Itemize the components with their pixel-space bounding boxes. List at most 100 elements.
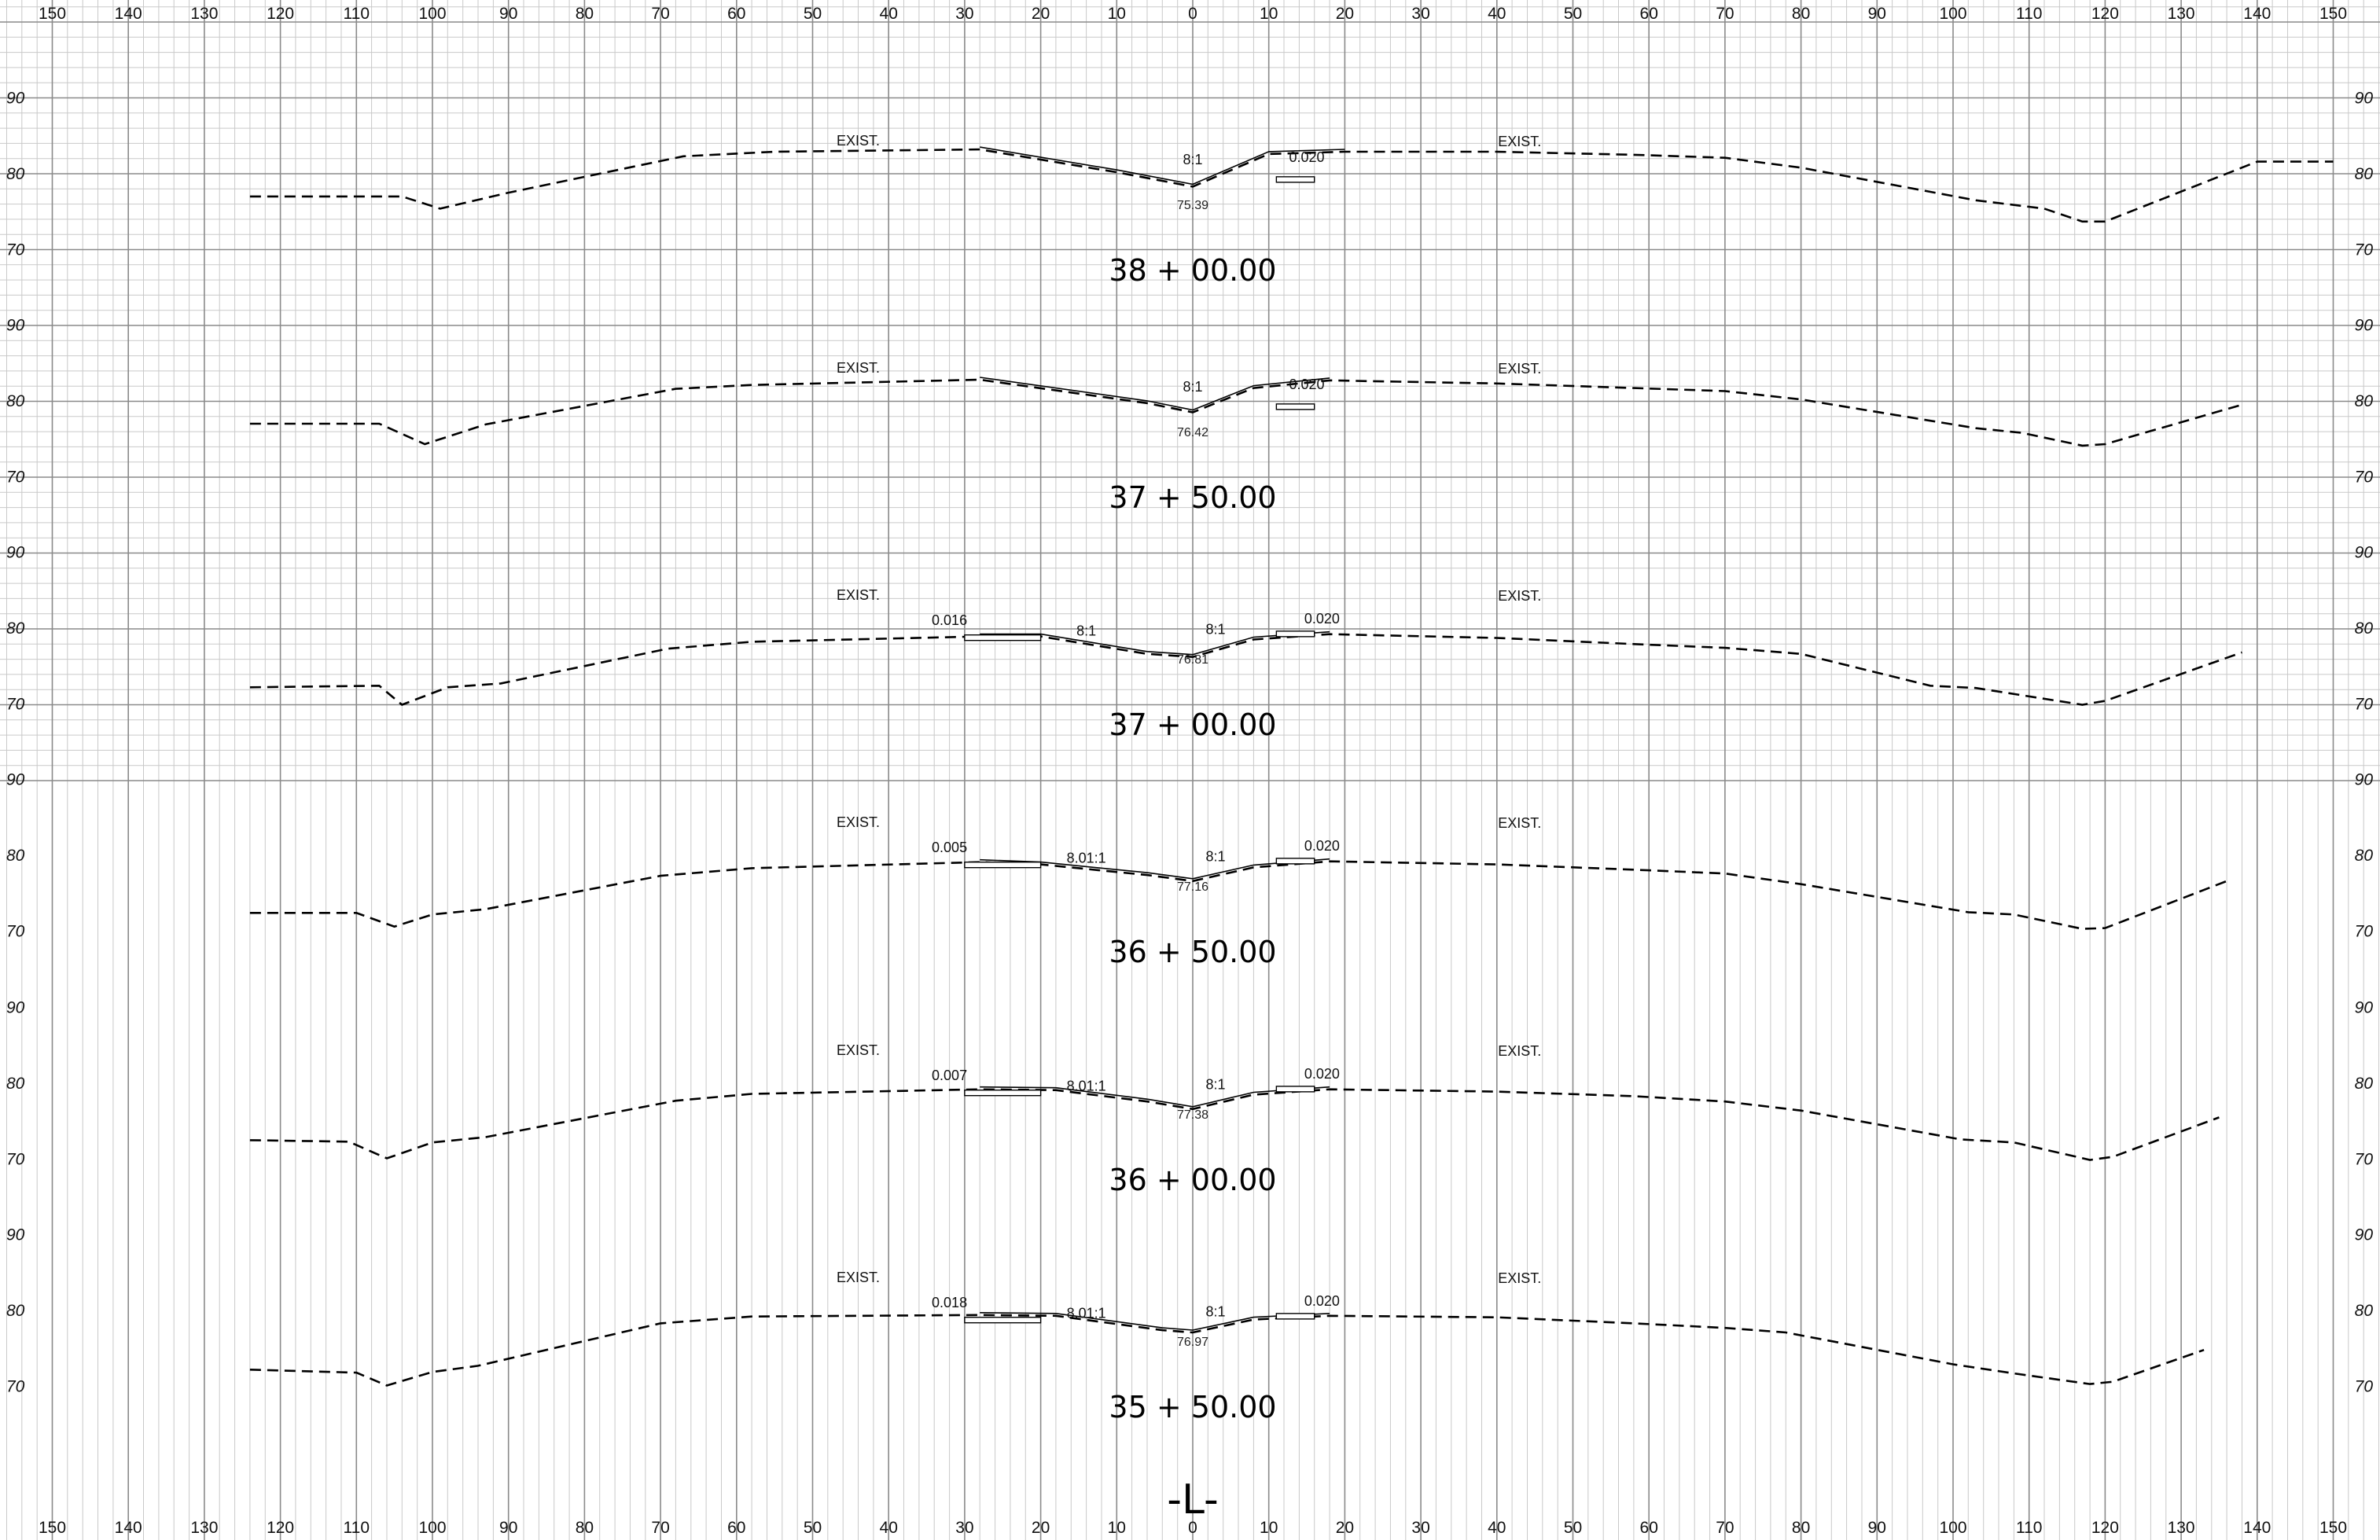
pavement-right (1275, 858, 1315, 865)
existing-ground-line (249, 633, 2242, 706)
offset-tick-label: 80 (576, 1519, 594, 1537)
offset-tick-label: 60 (727, 1519, 745, 1537)
pavement-right (1275, 1086, 1315, 1093)
exist-label: EXIST. (1498, 1043, 1541, 1059)
existing-ground-line (249, 1314, 2205, 1387)
existing-ground-line (249, 378, 2242, 447)
elevation-tick-label: 90 (6, 317, 25, 335)
offset-tick-label: 70 (651, 1519, 669, 1537)
side-slope-label: 8.01:1 (1067, 851, 1106, 866)
side-slope-label: 8:1 (1076, 623, 1096, 639)
offset-tick-label: 100 (1939, 5, 1966, 23)
offset-tick-label: 40 (1488, 5, 1506, 23)
offset-tick-label: 10 (1260, 1519, 1278, 1537)
exist-label: EXIST. (1498, 134, 1541, 149)
elevation-scale-right: 90 80 70 90 80 70 90 80 70 90 80 70 90 80 70 90 80 70 (2355, 90, 2374, 1396)
offset-tick-label: 10 (1108, 5, 1126, 23)
cross-section: EXIST. EXIST. 8:1 0.020 75.39 38 + 00.00 (249, 133, 2334, 288)
alignment-label: -L- (1167, 1476, 1219, 1523)
proposed-grade-line (980, 630, 1330, 656)
elevation-tick-label: 70 (2355, 1378, 2374, 1396)
offset-tick-label: 0 (1188, 5, 1197, 23)
offset-tick-label: 40 (880, 1519, 898, 1537)
elevation-tick-label: 80 (6, 619, 25, 638)
existing-ground-line (249, 1088, 2220, 1161)
offset-tick-label: 140 (2243, 1519, 2271, 1537)
cross-section: EXIST. EXIST. 8:1 0.020 76.42 37 + 50.00 (249, 360, 2242, 515)
offset-tick-label: 80 (576, 5, 594, 23)
offset-tick-label: 50 (1564, 5, 1582, 23)
offset-tick-label: 60 (1640, 5, 1658, 23)
elevation-tick-label: 80 (2355, 165, 2374, 183)
exist-label: EXIST. (1498, 1270, 1541, 1286)
exist-label: EXIST. (837, 1042, 880, 1058)
pavement-left (964, 634, 1042, 641)
cross-slope-left: 0.018 (932, 1295, 967, 1310)
cross-slope-left: 0.005 (932, 840, 967, 855)
offset-tick-label: 50 (804, 5, 822, 23)
exist-label: EXIST. (837, 814, 880, 830)
offset-tick-label: 120 (2091, 1519, 2119, 1537)
offset-tick-label: 50 (1564, 1519, 1582, 1537)
exist-label: EXIST. (837, 587, 880, 603)
offset-tick-label: 50 (804, 1519, 822, 1537)
exist-label: EXIST. (837, 1270, 880, 1285)
cross-slope-left: 0.016 (932, 612, 967, 628)
pavement-right (1275, 1313, 1315, 1320)
station-label: 35 + 50.00 (1109, 1390, 1276, 1424)
exist-label: EXIST. (1498, 815, 1541, 831)
elevation-tick-label: 80 (6, 1302, 25, 1320)
offset-scale-bottom: 150 140 130 120 110 100 90 80 70 60 50 40 30 20 10 0 10 2… (39, 1519, 2347, 1537)
offset-tick-label: 150 (39, 1519, 66, 1537)
offset-tick-label: 20 (1032, 1519, 1050, 1537)
station-label: 37 + 50.00 (1109, 480, 1276, 515)
exist-label: EXIST. (837, 360, 880, 376)
cross-section: EXIST. EXIST. 0.018 8.01:1 8:1 0.020 76.97 35 +… (249, 1270, 2205, 1424)
elevation-tick-label: 90 (6, 999, 25, 1017)
offset-tick-label: 120 (267, 5, 294, 23)
offset-tick-label: 90 (1868, 5, 1886, 23)
offset-tick-label: 140 (115, 1519, 142, 1537)
offset-tick-label: 120 (267, 1519, 294, 1537)
elevation-tick-label: 80 (2355, 1302, 2374, 1320)
offset-tick-label: 60 (727, 5, 745, 23)
offset-tick-label: 110 (344, 5, 370, 23)
elevation-tick-label: 70 (6, 696, 25, 714)
pavement-right (1275, 630, 1315, 638)
elevation-tick-label: 80 (6, 165, 25, 183)
side-slope-label: 8:1 (1205, 849, 1225, 865)
elevation-tick-label: 80 (6, 392, 25, 410)
offset-tick-label: 70 (1716, 5, 1734, 23)
exist-label: EXIST. (1498, 588, 1541, 604)
offset-tick-label: 90 (499, 5, 517, 23)
offset-tick-label: 140 (2243, 5, 2271, 23)
exist-label: EXIST. (837, 133, 880, 149)
elevation-tick-label: 80 (2355, 392, 2374, 410)
offset-tick-label: 130 (2168, 1519, 2195, 1537)
side-slope-label: 8:1 (1205, 622, 1225, 638)
exist-label: EXIST. (1498, 361, 1541, 377)
offset-tick-label: 70 (1716, 1519, 1734, 1537)
offset-tick-label: 130 (190, 1519, 218, 1537)
offset-tick-label: 130 (2168, 5, 2195, 23)
elevation-tick-label: 70 (6, 241, 25, 259)
elevation-tick-label: 90 (6, 544, 25, 562)
elevation-tick-label: 80 (6, 1075, 25, 1093)
station-label: 36 + 50.00 (1109, 935, 1276, 969)
centerline-elevation: 76.42 (1177, 426, 1208, 439)
offset-tick-label: 100 (418, 1519, 446, 1537)
cross-slope-right: 0.020 (1304, 838, 1340, 854)
offset-tick-label: 20 (1032, 5, 1050, 23)
proposed-grade-line (980, 1086, 1330, 1108)
cross-section: EXIST. EXIST. 0.016 8:1 8:1 0.020 76.81 37 + 00… (249, 587, 2242, 742)
centerline-elevation: 77.38 (1177, 1108, 1208, 1122)
station-label: 36 + 00.00 (1109, 1163, 1276, 1197)
elevation-tick-label: 90 (2355, 317, 2374, 335)
offset-tick-label: 10 (1108, 1519, 1126, 1537)
offset-tick-label: 110 (2016, 5, 2042, 23)
cross-slope-right: 0.020 (1289, 149, 1325, 165)
centerline-elevation: 75.39 (1177, 199, 1208, 212)
cross-slope-right: 0.020 (1304, 1293, 1340, 1309)
offset-tick-label: 30 (1411, 1519, 1429, 1537)
